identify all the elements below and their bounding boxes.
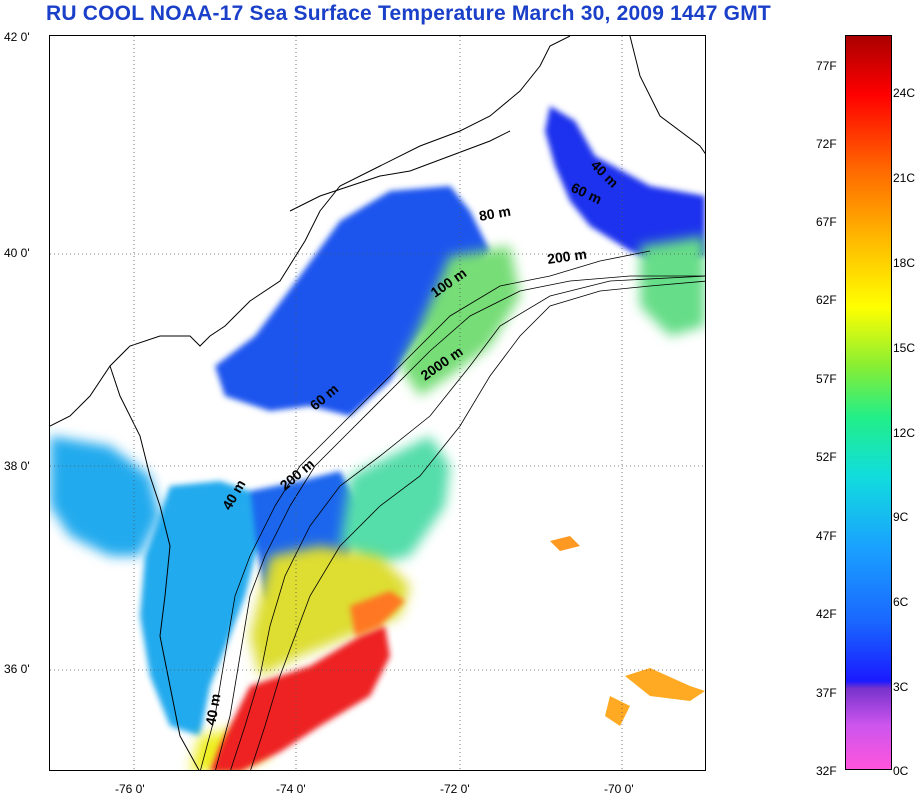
colorbar-f-32: 32F bbox=[816, 764, 837, 778]
isobaths bbox=[200, 250, 705, 770]
colorbar-f-52: 52F bbox=[816, 450, 837, 464]
colorbar-f-77: 77F bbox=[816, 59, 837, 73]
colorbar-f-62: 62F bbox=[816, 293, 837, 307]
graticule bbox=[50, 36, 705, 770]
temperature-colorbar bbox=[845, 35, 892, 770]
map-title: RU COOL NOAA-17 Sea Surface Temperature … bbox=[46, 2, 771, 25]
isobath-label-80m: 80 m bbox=[478, 203, 512, 224]
coastline bbox=[50, 36, 705, 770]
sst-patch-cool bbox=[50, 236, 705, 566]
colorbar-c-0: 0C bbox=[893, 764, 909, 778]
lat-tick-38: 38 0' bbox=[4, 459, 30, 473]
colorbar-c-9: 9C bbox=[893, 510, 909, 524]
lon-tick-70: -70 0' bbox=[604, 782, 634, 796]
colorbar-c-24: 24C bbox=[893, 86, 916, 100]
colorbar-c-12: 12C bbox=[893, 426, 916, 440]
colorbar-f-42: 42F bbox=[816, 607, 837, 621]
sst-patch-scattered-warm bbox=[550, 536, 705, 726]
colorbar-f-37: 37F bbox=[816, 686, 837, 700]
colorbar-f-72: 72F bbox=[816, 137, 837, 151]
colorbar-c-21: 21C bbox=[893, 171, 916, 185]
colorbar-f-67: 67F bbox=[816, 215, 837, 229]
lat-tick-42: 42 0' bbox=[4, 30, 30, 44]
lat-tick-40: 40 0' bbox=[4, 246, 30, 260]
colorbar-c-15: 15C bbox=[893, 341, 916, 355]
sst-map: 40 m 60 m 80 m 200 m 100 m 2000 m 60 m 2… bbox=[49, 35, 706, 771]
sst-patch-hot bbox=[210, 591, 405, 770]
lon-tick-76: -76 0' bbox=[115, 782, 145, 796]
lon-tick-74: -74 0' bbox=[276, 782, 306, 796]
sst-patch-cold-shelf bbox=[140, 106, 705, 736]
lon-tick-72: -72 0' bbox=[440, 782, 470, 796]
colorbar-f-47: 47F bbox=[816, 529, 837, 543]
isobath-label-40m-south: 40 m bbox=[202, 692, 223, 726]
sst-map-canvas: 40 m 60 m 80 m 200 m 100 m 2000 m 60 m 2… bbox=[50, 36, 705, 770]
colorbar-f-57: 57F bbox=[816, 372, 837, 386]
colorbar-c-6: 6C bbox=[893, 595, 909, 609]
colorbar-c-3: 3C bbox=[893, 680, 909, 694]
isobath-label-200m-north: 200 m bbox=[546, 246, 588, 267]
colorbar-c-18: 18C bbox=[893, 256, 916, 270]
lat-tick-36: 36 0' bbox=[4, 662, 30, 676]
